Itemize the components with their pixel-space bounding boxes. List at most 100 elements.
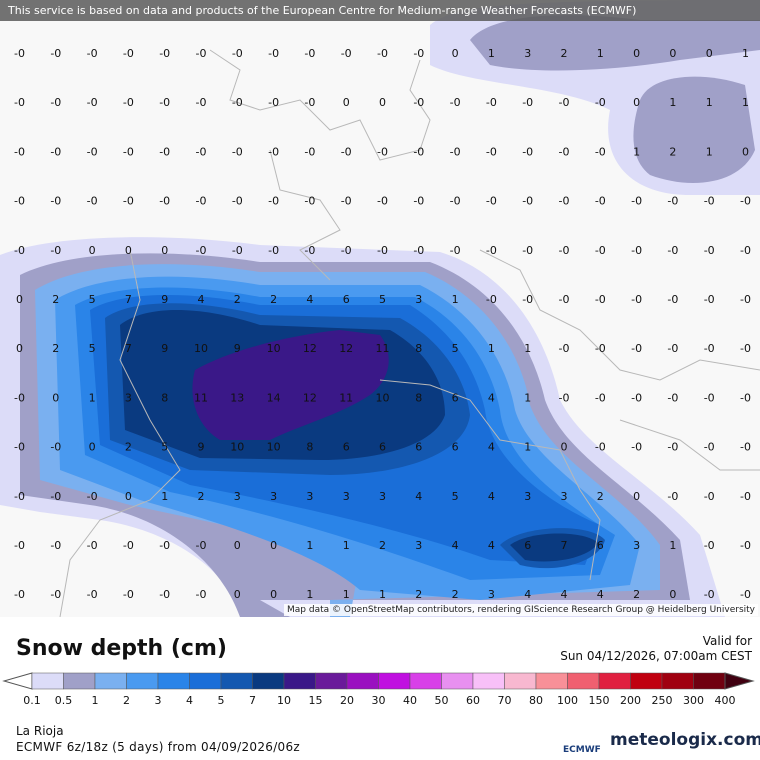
grid-value: -0 xyxy=(740,342,751,355)
grid-value: -0 xyxy=(559,293,570,306)
grid-value: -0 xyxy=(87,588,98,601)
grid-value: -0 xyxy=(232,145,243,158)
grid-value: 6 xyxy=(524,539,531,552)
grid-value: 1 xyxy=(306,539,313,552)
grid-value: -0 xyxy=(522,96,533,109)
grid-value: 0 xyxy=(633,490,640,503)
grid-value: 2 xyxy=(415,588,422,601)
scale-label: 80 xyxy=(529,694,543,707)
grid-value: 5 xyxy=(452,490,459,503)
grid-value: 0 xyxy=(669,588,676,601)
color-box xyxy=(378,672,411,690)
color-box xyxy=(315,672,348,690)
grid-value: -0 xyxy=(50,96,61,109)
grid-value: 3 xyxy=(415,293,422,306)
grid-value: -0 xyxy=(50,490,61,503)
grid-value: -0 xyxy=(667,490,678,503)
grid-value: 0 xyxy=(89,441,96,454)
grid-value: -0 xyxy=(159,195,170,208)
grid-value: -0 xyxy=(14,490,25,503)
grid-value: 4 xyxy=(488,441,495,454)
grid-value: 1 xyxy=(488,342,495,355)
grid-value: -0 xyxy=(450,96,461,109)
grid-value: 0 xyxy=(52,391,59,404)
grid-value: -0 xyxy=(486,145,497,158)
contour xyxy=(633,76,755,183)
color-box xyxy=(252,672,285,690)
grid-value: 5 xyxy=(161,441,168,454)
banner: This service is based on data and produc… xyxy=(0,0,760,21)
grid-value: -0 xyxy=(268,244,279,257)
grid-value: 9 xyxy=(161,342,168,355)
grid-value: 2 xyxy=(669,145,676,158)
grid-value: -0 xyxy=(486,96,497,109)
scale-label: 0.1 xyxy=(23,694,41,707)
grid-value: -0 xyxy=(631,244,642,257)
grid-value: -0 xyxy=(377,195,388,208)
grid-value: 6 xyxy=(343,293,350,306)
color-box xyxy=(693,672,726,690)
grid-value: 1 xyxy=(343,539,350,552)
contour xyxy=(510,533,598,562)
grid-value: 3 xyxy=(561,490,568,503)
grid-value: 8 xyxy=(306,441,313,454)
grid-value: 9 xyxy=(198,441,205,454)
grid-value: 2 xyxy=(234,293,241,306)
grid-value: -0 xyxy=(123,145,134,158)
grid-value: 5 xyxy=(379,293,386,306)
grid-value: 13 xyxy=(230,391,244,404)
grid-value: -0 xyxy=(559,145,570,158)
grid-value: -0 xyxy=(50,588,61,601)
grid-value: -0 xyxy=(667,441,678,454)
grid-value: 3 xyxy=(633,539,640,552)
grid-value: -0 xyxy=(196,588,207,601)
scale-label: 0.5 xyxy=(55,694,73,707)
color-box xyxy=(157,672,190,690)
grid-value: 2 xyxy=(52,293,59,306)
grid-value: 1 xyxy=(89,391,96,404)
grid-value: -0 xyxy=(704,293,715,306)
grid-value: 1 xyxy=(343,588,350,601)
scale-label: 10 xyxy=(277,694,291,707)
grid-value: 7 xyxy=(125,293,132,306)
grid-value: 4 xyxy=(524,588,531,601)
grid-value: -0 xyxy=(740,195,751,208)
grid-value: -0 xyxy=(631,195,642,208)
grid-value: 6 xyxy=(343,441,350,454)
scale-label: 15 xyxy=(309,694,323,707)
grid-value: -0 xyxy=(450,195,461,208)
grid-value: -0 xyxy=(704,244,715,257)
scale-label: 4 xyxy=(186,694,193,707)
grid-value: -0 xyxy=(559,391,570,404)
color-box xyxy=(504,672,537,690)
grid-value: -0 xyxy=(740,539,751,552)
scale-label: 1 xyxy=(92,694,99,707)
grid-value: -0 xyxy=(522,293,533,306)
grid-value: -0 xyxy=(559,342,570,355)
grid-value: -0 xyxy=(377,47,388,60)
grid-value: -0 xyxy=(14,195,25,208)
grid-value: 0 xyxy=(234,588,241,601)
grid-value: -0 xyxy=(14,244,25,257)
grid-value: -0 xyxy=(740,391,751,404)
grid-value: 3 xyxy=(306,490,313,503)
grid-value: 10 xyxy=(194,342,208,355)
color-box xyxy=(126,672,159,690)
grid-value: 7 xyxy=(561,539,568,552)
grid-value: -0 xyxy=(595,244,606,257)
map-attribution: Map data © OpenStreetMap contributors, r… xyxy=(284,604,758,616)
borders xyxy=(59,49,760,617)
grid-value: -0 xyxy=(522,195,533,208)
brand[interactable]: meteologix.com xyxy=(610,730,760,750)
grid-value: 0 xyxy=(706,47,713,60)
grid-value: -0 xyxy=(522,145,533,158)
grid-value: -0 xyxy=(196,96,207,109)
grid-value: 0 xyxy=(270,539,277,552)
grid-value: 3 xyxy=(343,490,350,503)
grid-value: 0 xyxy=(633,96,640,109)
grid-value: -0 xyxy=(595,441,606,454)
grid-value: -0 xyxy=(123,47,134,60)
map: -0 -0 -0 -0 -0 -0 -0 -0 -0 -0 -0 -0 0 1 3 2 1 0 0 0 1-0 -0 -0-… xyxy=(0,0,760,617)
grid-value: -0 xyxy=(50,195,61,208)
grid-value: 1 xyxy=(379,588,386,601)
